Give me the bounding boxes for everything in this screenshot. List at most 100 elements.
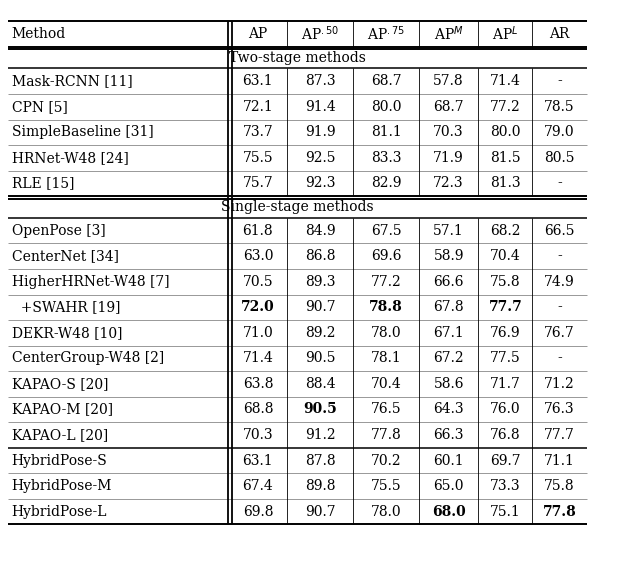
Text: 91.2: 91.2 xyxy=(305,428,335,442)
Text: 76.8: 76.8 xyxy=(490,428,520,442)
Text: 74.9: 74.9 xyxy=(544,275,575,289)
Text: 66.6: 66.6 xyxy=(433,275,464,289)
Text: 76.7: 76.7 xyxy=(544,326,575,340)
Text: 57.8: 57.8 xyxy=(433,74,464,88)
Text: 87.3: 87.3 xyxy=(305,74,335,88)
Text: 76.9: 76.9 xyxy=(490,326,520,340)
Text: HRNet-W48 [24]: HRNet-W48 [24] xyxy=(12,151,129,165)
Text: 65.0: 65.0 xyxy=(433,479,464,493)
Text: KAPAO-S [20]: KAPAO-S [20] xyxy=(12,377,108,391)
Text: 69.7: 69.7 xyxy=(490,453,520,468)
Text: Mask-RCNN [11]: Mask-RCNN [11] xyxy=(12,74,132,88)
Text: 88.4: 88.4 xyxy=(305,377,335,391)
Text: 79.0: 79.0 xyxy=(545,125,575,139)
Text: DEKR-W48 [10]: DEKR-W48 [10] xyxy=(12,326,122,340)
Text: 63.1: 63.1 xyxy=(243,74,273,88)
Text: 73.7: 73.7 xyxy=(243,125,273,139)
Text: HybridPose-M: HybridPose-M xyxy=(12,479,112,493)
Text: 76.3: 76.3 xyxy=(545,402,575,417)
Text: 80.0: 80.0 xyxy=(490,125,520,139)
Text: 70.2: 70.2 xyxy=(371,453,401,468)
Text: 75.8: 75.8 xyxy=(490,275,520,289)
Text: 68.0: 68.0 xyxy=(432,505,465,519)
Text: 89.2: 89.2 xyxy=(305,326,335,340)
Text: 68.7: 68.7 xyxy=(433,100,464,114)
Text: KAPAO-M [20]: KAPAO-M [20] xyxy=(12,402,113,417)
Text: 64.3: 64.3 xyxy=(433,402,464,417)
Text: 78.0: 78.0 xyxy=(371,505,401,519)
Text: 77.5: 77.5 xyxy=(490,351,521,366)
Text: 77.2: 77.2 xyxy=(490,100,521,114)
Text: -: - xyxy=(557,74,562,88)
Text: 70.3: 70.3 xyxy=(433,125,464,139)
Text: 86.8: 86.8 xyxy=(305,249,335,263)
Text: 60.1: 60.1 xyxy=(433,453,464,468)
Text: 68.7: 68.7 xyxy=(371,74,401,88)
Text: 81.1: 81.1 xyxy=(371,125,402,139)
Text: 75.5: 75.5 xyxy=(243,151,273,165)
Text: 77.8: 77.8 xyxy=(543,505,577,519)
Text: 81.5: 81.5 xyxy=(490,151,520,165)
Text: +SWAHR [19]: +SWAHR [19] xyxy=(12,300,120,315)
Text: Two-stage methods: Two-stage methods xyxy=(229,51,365,65)
Text: 80.5: 80.5 xyxy=(545,151,575,165)
Text: 58.6: 58.6 xyxy=(433,377,464,391)
Text: 75.5: 75.5 xyxy=(371,479,401,493)
Text: 77.8: 77.8 xyxy=(371,428,402,442)
Text: SimpleBaseline [31]: SimpleBaseline [31] xyxy=(12,125,153,139)
Text: CenterNet [34]: CenterNet [34] xyxy=(12,249,118,263)
Text: 67.8: 67.8 xyxy=(433,300,464,315)
Text: AP: AP xyxy=(248,27,268,41)
Text: 61.8: 61.8 xyxy=(243,224,273,238)
Text: -: - xyxy=(557,351,562,366)
Text: 75.1: 75.1 xyxy=(490,505,521,519)
Text: 76.0: 76.0 xyxy=(490,402,520,417)
Text: 91.9: 91.9 xyxy=(305,125,335,139)
Text: HigherHRNet-W48 [7]: HigherHRNet-W48 [7] xyxy=(12,275,169,289)
Text: 70.4: 70.4 xyxy=(371,377,402,391)
Text: CPN [5]: CPN [5] xyxy=(12,100,67,114)
Text: 71.7: 71.7 xyxy=(490,377,521,391)
Text: 90.5: 90.5 xyxy=(305,351,335,366)
Text: 66.3: 66.3 xyxy=(433,428,464,442)
Text: 71.4: 71.4 xyxy=(490,74,521,88)
Text: 77.7: 77.7 xyxy=(488,300,522,315)
Text: 68.8: 68.8 xyxy=(243,402,273,417)
Text: 71.9: 71.9 xyxy=(433,151,464,165)
Text: Single-stage methods: Single-stage methods xyxy=(221,200,374,214)
Text: 92.5: 92.5 xyxy=(305,151,335,165)
Text: AR: AR xyxy=(550,27,570,41)
Text: 87.8: 87.8 xyxy=(305,453,335,468)
Text: AP$^{.50}$: AP$^{.50}$ xyxy=(301,25,339,43)
Text: Method: Method xyxy=(12,27,66,41)
Text: 72.0: 72.0 xyxy=(241,300,275,315)
Text: 69.6: 69.6 xyxy=(371,249,401,263)
Text: 57.1: 57.1 xyxy=(433,224,464,238)
Text: 67.4: 67.4 xyxy=(243,479,273,493)
Text: 92.3: 92.3 xyxy=(305,176,335,191)
Text: 66.5: 66.5 xyxy=(545,224,575,238)
Text: 78.1: 78.1 xyxy=(371,351,402,366)
Text: 91.4: 91.4 xyxy=(305,100,336,114)
Text: AP$^{.75}$: AP$^{.75}$ xyxy=(367,25,405,43)
Text: 58.9: 58.9 xyxy=(433,249,464,263)
Text: 83.3: 83.3 xyxy=(371,151,401,165)
Text: HybridPose-S: HybridPose-S xyxy=(12,453,108,468)
Text: CenterGroup-W48 [2]: CenterGroup-W48 [2] xyxy=(12,351,164,366)
Text: 90.7: 90.7 xyxy=(305,505,335,519)
Text: 89.8: 89.8 xyxy=(305,479,335,493)
Text: 71.1: 71.1 xyxy=(544,453,575,468)
Text: 70.5: 70.5 xyxy=(243,275,273,289)
Text: HybridPose-L: HybridPose-L xyxy=(12,505,107,519)
Text: 67.5: 67.5 xyxy=(371,224,401,238)
Text: 90.7: 90.7 xyxy=(305,300,335,315)
Text: 75.8: 75.8 xyxy=(545,479,575,493)
Text: 67.2: 67.2 xyxy=(433,351,464,366)
Text: 78.0: 78.0 xyxy=(371,326,401,340)
Text: 75.7: 75.7 xyxy=(243,176,273,191)
Text: 77.7: 77.7 xyxy=(544,428,575,442)
Text: 84.9: 84.9 xyxy=(305,224,335,238)
Text: 71.0: 71.0 xyxy=(243,326,273,340)
Text: AP$^{M}$: AP$^{M}$ xyxy=(434,25,463,43)
Text: 68.2: 68.2 xyxy=(490,224,520,238)
